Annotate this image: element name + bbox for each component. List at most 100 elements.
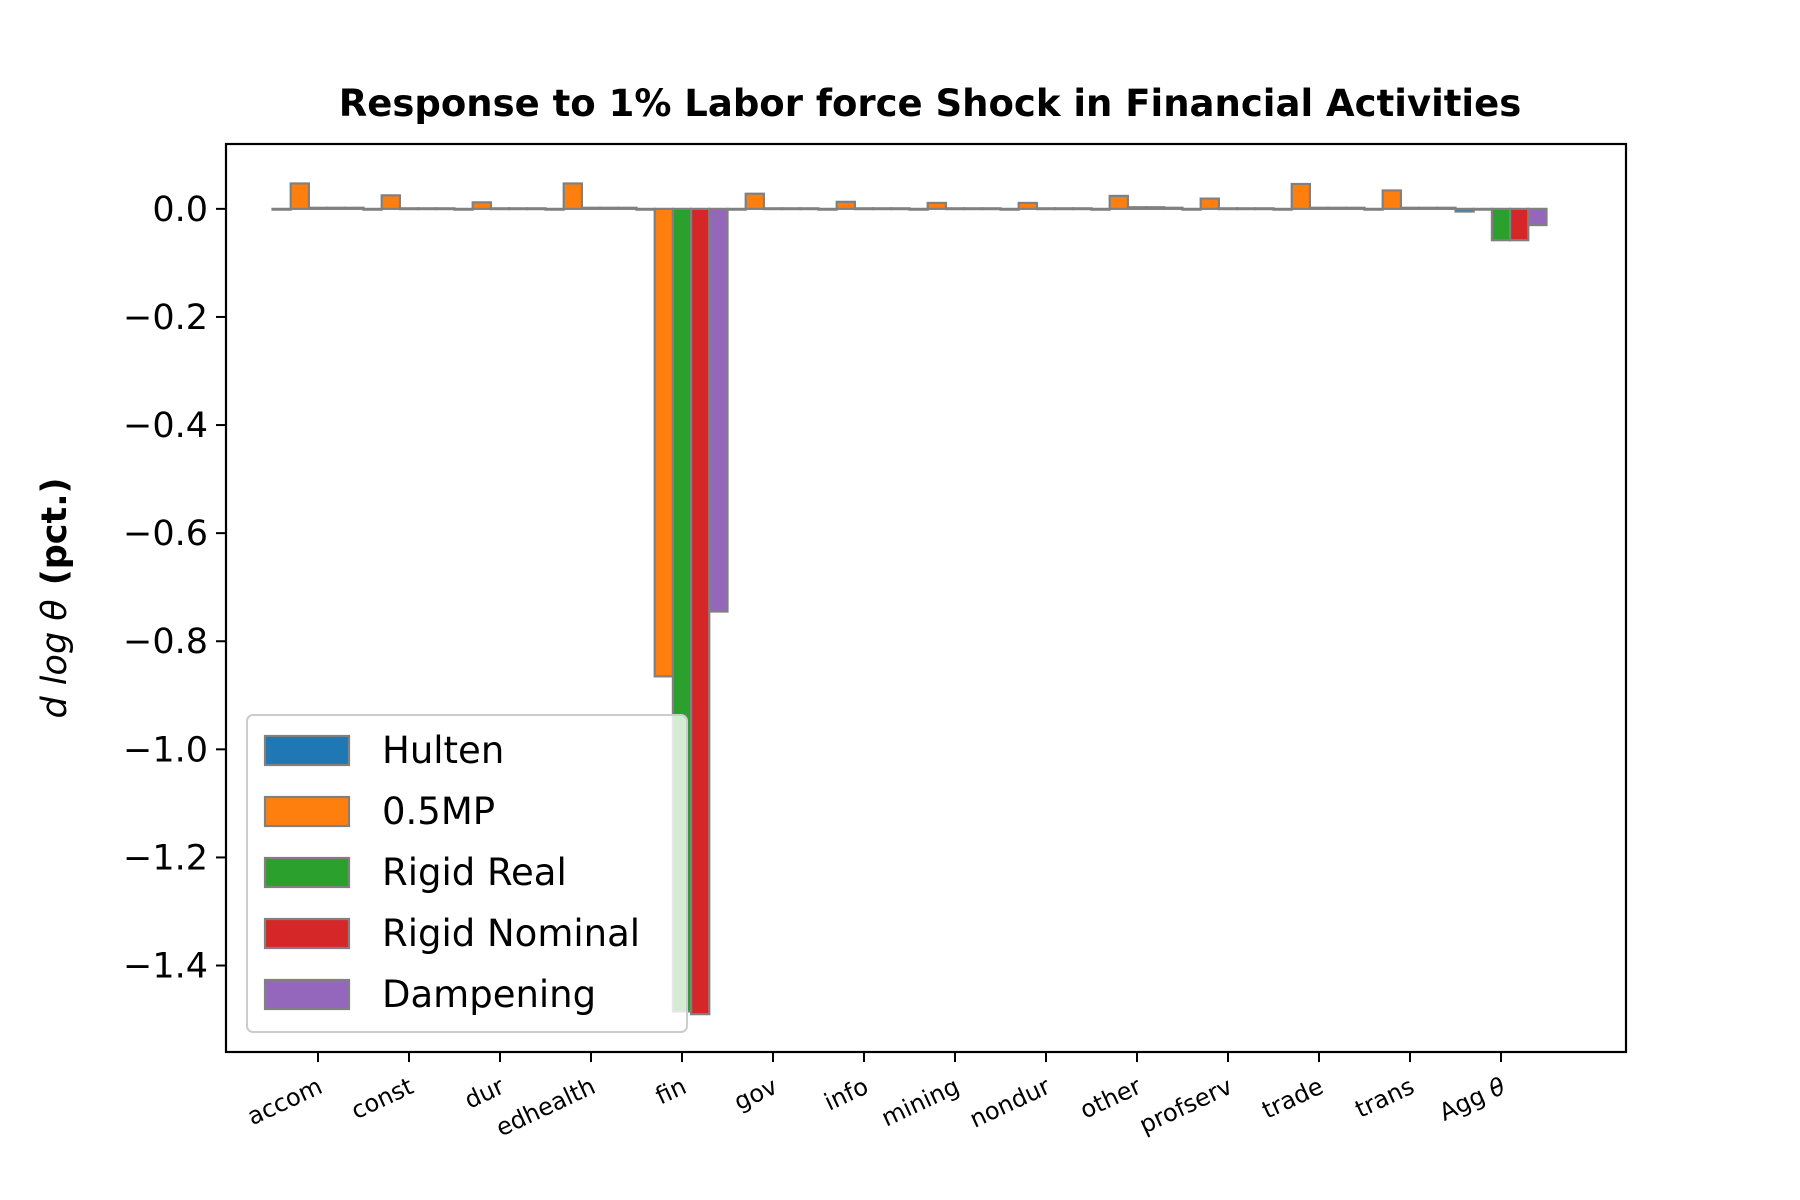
bar-hulten-accom [271,207,292,211]
bar-dampening-gov [799,207,820,211]
bar-dampening-profserv [1254,207,1275,211]
bar-dampening-agg [1527,207,1548,227]
bar-0-5mp-agg [1472,207,1493,211]
bar-dampening-info [890,207,911,211]
bar-dampening-const [435,207,456,211]
x-tick-label-trans: trans [1351,1072,1419,1123]
bar-0-5mp-info [835,200,857,210]
y-tick-label: −0.4 [123,406,208,446]
x-tick-label-const: const [347,1072,418,1125]
bar-hulten-trade [1272,207,1293,211]
bar-hulten-agg [1454,207,1475,213]
bar-rigid-nominal-dur [508,207,529,211]
bar-0-5mp-other [1108,194,1129,210]
bar-rigid-real-accom [307,206,329,210]
legend-swatch-hulten [263,734,351,767]
bar-rigid-nominal-gov [780,207,802,211]
legend-frame [246,714,688,1033]
bar-hulten-const [362,207,383,211]
y-axis-label: d log θ (pct.) [35,477,75,718]
y-tick-label: −1.0 [123,730,208,770]
legend-swatch-rigid-real [263,856,351,889]
y-axis-label-unit: (pct.) [35,477,75,585]
bar-rigid-nominal-fin [689,207,711,1016]
bar-0-5mp-accom [289,182,311,210]
bar-rigid-real-trans [1399,206,1421,210]
bar-hulten-info [817,207,838,211]
legend-swatch-rigid-nominal [263,917,351,950]
x-tick-label-fin: fin [651,1072,690,1110]
bar-0-5mp-const [380,194,402,210]
bar-rigid-real-nondur [1035,207,1057,211]
legend-label-rigid-nominal: Rigid Nominal [382,912,640,955]
x-tick-label-accom: accom [243,1072,327,1131]
bar-dampening-other [1163,206,1184,210]
bar-0-5mp-trade [1290,182,1311,210]
legend-label-hulten: Hulten [382,729,504,772]
y-axis-ticks: 0.0 −0.2 −0.4 −0.6 −0.8 −1.0 −1.2 −1.4 [123,190,226,987]
bar-rigid-real-trade [1308,206,1330,210]
bar-rigid-nominal-mining [962,207,984,211]
bar-0-5mp-dur [471,201,493,210]
bar-rigid-real-other [1126,206,1148,210]
bar-rigid-nominal-nondur [1053,207,1075,211]
y-axis-label-math: d log θ [35,599,75,718]
legend: Hulten 0.5MP Rigid Real Rigid Nominal Dampen… [246,714,688,1033]
bar-dampening-fin [708,207,729,613]
bar-rigid-real-dur [489,207,511,211]
bar-rigid-real-info [853,207,875,211]
x-tick-label-profserv: profserv [1135,1072,1237,1139]
bar-0-5mp-gov [744,192,766,210]
x-tick-label-trade: trade [1258,1072,1328,1124]
bar-hulten-trans [1363,207,1384,211]
x-tick-label-dur: dur [460,1072,508,1114]
y-tick-label: −0.8 [123,622,208,662]
y-tick-label: −1.2 [123,838,208,878]
bar-rigid-real-agg [1490,207,1512,242]
x-tick-label-gov: gov [730,1072,782,1116]
bar-0-5mp-mining [926,201,948,210]
bar-dampening-edhealth [617,206,638,210]
bar-rigid-nominal-accom [326,206,347,210]
bar-dampening-nondur [1072,207,1093,211]
chart-title: Response to 1% Labor force Shock in Fina… [339,82,1522,125]
bar-rigid-real-gov [762,207,784,211]
bar-rigid-real-edhealth [580,206,602,210]
x-tick-label-nondur: nondur [965,1072,1054,1134]
bar-rigid-nominal-other [1144,206,1166,210]
legend-swatch-0-5mp [263,795,351,828]
axes-frame [224,142,1628,1054]
bar-0-5mp-fin [653,207,675,678]
y-tick-label: −0.6 [123,514,208,554]
bar-rigid-nominal-trans [1417,206,1439,210]
legend-swatch-dampening [263,978,351,1011]
bar-rigid-real-profserv [1217,207,1239,211]
y-tick-label: −1.4 [123,947,208,987]
bar-rigid-nominal-info [871,207,893,211]
bar-rigid-nominal-edhealth [598,206,620,210]
bar-0-5mp-profserv [1199,197,1220,210]
x-tick-label-edhealth: edhealth [492,1072,600,1142]
legend-label-rigid-real: Rigid Real [382,851,567,894]
bar-0-5mp-edhealth [562,182,584,210]
bar-hulten-mining [908,207,929,211]
bar-hulten-fin [635,207,656,211]
bar-hulten-edhealth [544,207,565,211]
bar-rigid-nominal-const [417,207,438,211]
bar-0-5mp-nondur [1017,201,1039,210]
bar-rigid-real-const [398,207,420,211]
bar-dampening-accom [344,206,365,210]
legend-label-0-5mp: 0.5MP [382,790,495,833]
bar-dampening-mining [981,207,1002,211]
y-tick-label: −0.2 [123,298,208,338]
x-tick-label-mining: mining [877,1072,963,1132]
bar-hulten-nondur [999,207,1020,211]
bar-rigid-nominal-profserv [1235,207,1257,211]
bar-0-5mp-trans [1381,189,1402,210]
y-tick-label: 0.0 [152,190,208,230]
bar-hulten-profserv [1181,207,1202,211]
bar-dampening-trans [1436,206,1457,210]
bar-hulten-gov [726,207,747,211]
